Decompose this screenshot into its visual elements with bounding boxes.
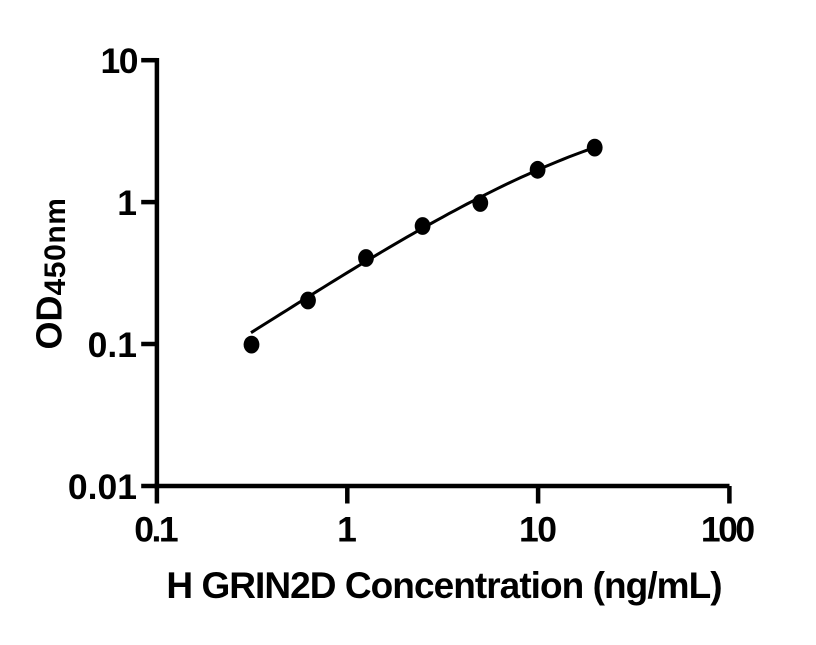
svg-text:100: 100 <box>701 509 754 549</box>
svg-text:0.1: 0.1 <box>88 325 137 365</box>
svg-text:H GRIN2D Concentration (ng/mL): H GRIN2D Concentration (ng/mL) <box>166 565 721 606</box>
svg-text:10: 10 <box>519 509 556 549</box>
svg-text:1: 1 <box>337 509 357 549</box>
svg-text:0.01: 0.01 <box>68 467 137 507</box>
svg-text:0.1: 0.1 <box>134 509 178 549</box>
svg-text:1: 1 <box>117 183 137 223</box>
svg-text:10: 10 <box>101 41 138 81</box>
